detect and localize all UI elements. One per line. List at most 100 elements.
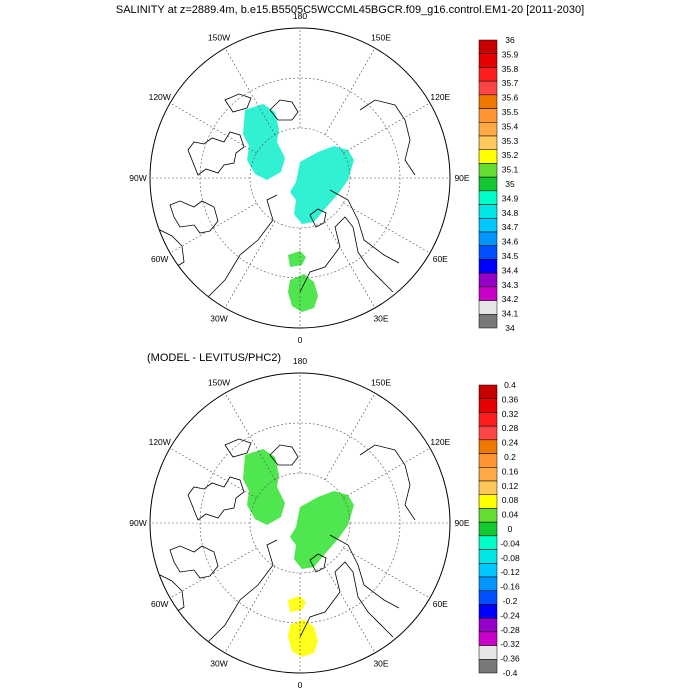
longitude-label: 120E bbox=[430, 92, 450, 102]
coastline bbox=[359, 444, 416, 521]
meridian-line bbox=[324, 47, 376, 135]
colorbar-label: 35.8 bbox=[502, 64, 519, 74]
colorbar-swatch bbox=[478, 300, 498, 315]
colorbar-swatch bbox=[478, 39, 498, 54]
coastline bbox=[169, 545, 219, 579]
meridian-line bbox=[224, 47, 276, 135]
colorbar-label: 35.9 bbox=[502, 49, 519, 59]
colorbar-swatch bbox=[478, 645, 498, 660]
colorbar-swatch bbox=[478, 190, 498, 205]
colorbar-swatch bbox=[478, 272, 498, 288]
longitude-label: 30W bbox=[210, 313, 227, 323]
coastline bbox=[187, 131, 245, 176]
coastline bbox=[187, 476, 245, 521]
colorbar-swatch bbox=[478, 453, 498, 468]
coastline bbox=[329, 189, 400, 264]
longitude-label: 90W bbox=[129, 173, 146, 183]
colorbar-swatch bbox=[478, 204, 498, 219]
longitude-label: 150E bbox=[371, 33, 391, 43]
colorbar-label: 34.7 bbox=[502, 222, 519, 232]
colorbar-swatch bbox=[478, 163, 498, 178]
meridian-line bbox=[343, 202, 431, 254]
longitude-label: 0 bbox=[298, 335, 303, 345]
colorbar-swatch bbox=[478, 521, 498, 537]
colorbar-label: 34.6 bbox=[502, 237, 519, 247]
coastline bbox=[224, 93, 252, 113]
colorbar-label: -0.12 bbox=[500, 567, 520, 577]
colorbar-swatch bbox=[478, 535, 498, 550]
longitude-label: 60E bbox=[433, 254, 448, 264]
meridian-line bbox=[169, 447, 257, 499]
north-data-patch bbox=[243, 104, 354, 224]
polar-map bbox=[149, 372, 451, 674]
colorbar: 36 35.9 35.8 35.7 35.6 35.5 35.4 35.3 35.2 35.1 35… bbox=[478, 35, 519, 333]
colorbar-swatch bbox=[478, 245, 498, 260]
colorbar: 0.4 0.36 0.32 0.28 0.24 0.2 0.16 0.12 0.08 0.04 0 -… bbox=[478, 380, 520, 678]
colorbar-swatch bbox=[478, 53, 498, 68]
colorbar-swatch bbox=[478, 218, 498, 233]
colorbar-swatch bbox=[478, 231, 498, 246]
colorbar-label: 34.5 bbox=[502, 251, 519, 261]
coastline bbox=[299, 216, 394, 293]
meridian-line bbox=[343, 447, 431, 499]
colorbar-swatch bbox=[478, 67, 498, 82]
coastline bbox=[359, 99, 416, 176]
meridian-line bbox=[169, 547, 257, 599]
colorbar-label: 34.8 bbox=[502, 208, 519, 218]
meridian-line bbox=[324, 566, 376, 654]
colorbar-label: 34 bbox=[505, 323, 515, 333]
longitude-label: 180 bbox=[293, 356, 307, 366]
longitude-label: 30E bbox=[373, 313, 388, 323]
coastline bbox=[224, 438, 252, 458]
meridian-line bbox=[343, 547, 431, 599]
colorbar-swatch bbox=[478, 412, 498, 427]
meridian-line bbox=[224, 566, 276, 654]
colorbar-swatch bbox=[478, 94, 498, 109]
coastline bbox=[204, 194, 278, 301]
coastline bbox=[329, 534, 400, 609]
colorbar-label: 0.28 bbox=[502, 423, 519, 433]
longitude-label: 30W bbox=[210, 658, 227, 668]
colorbar-swatch bbox=[478, 439, 498, 454]
figure-title: SALINITY at z=2889.4m, b.e15.B5505C5WCCM… bbox=[115, 4, 585, 16]
colorbar-swatch bbox=[478, 80, 498, 96]
colorbar-label: 0.08 bbox=[502, 495, 519, 505]
difference-map-panel: 180 150E 120E 90E 60E 30E 0 30W 60W 90W 120W 150W 0… bbox=[129, 356, 520, 690]
colorbar-label: 35.5 bbox=[502, 107, 519, 117]
longitude-labels: 180 150E 120E 90E 60E 30E 0 30W 60W 90W 120W 150W bbox=[129, 356, 470, 690]
colorbar-label: -0.36 bbox=[500, 654, 520, 664]
longitude-label: 120W bbox=[149, 437, 171, 447]
longitude-label: 150W bbox=[208, 33, 230, 43]
colorbar-label: 35.7 bbox=[502, 78, 519, 88]
colorbar-swatch bbox=[478, 508, 498, 523]
colorbar-label: 0.2 bbox=[504, 452, 516, 462]
colorbar-swatch bbox=[478, 467, 498, 482]
colorbar-label: 34.3 bbox=[502, 280, 519, 290]
coastline bbox=[204, 539, 278, 646]
longitude-label: 60W bbox=[151, 254, 168, 264]
north-data-patch bbox=[243, 449, 354, 569]
meridian-line bbox=[224, 392, 276, 480]
colorbar-swatch bbox=[478, 631, 498, 646]
colorbar-label: 34.9 bbox=[502, 193, 519, 203]
edge-data-patch bbox=[172, 613, 217, 657]
colorbar-label: 0.32 bbox=[502, 409, 519, 419]
colorbar-swatch bbox=[478, 122, 498, 137]
colorbar-label: 0.4 bbox=[504, 380, 516, 390]
longitude-label: 150E bbox=[371, 378, 391, 388]
colorbar-swatch bbox=[478, 176, 498, 192]
colorbar-label: -0.32 bbox=[500, 639, 520, 649]
difference-subtitle: (MODEL - LEVITUS/PHC2) bbox=[147, 352, 282, 364]
colorbar-swatch bbox=[478, 617, 498, 633]
edge-data-patch bbox=[172, 268, 217, 312]
meridian-line bbox=[169, 202, 257, 254]
colorbar-swatch bbox=[478, 549, 498, 564]
coastline bbox=[269, 444, 299, 466]
colorbar-label: 0.04 bbox=[502, 510, 519, 520]
meridian-line bbox=[343, 102, 431, 154]
colorbar-swatch bbox=[478, 108, 498, 123]
colorbar-label: 35.2 bbox=[502, 150, 519, 160]
longitude-label: 180 bbox=[293, 11, 307, 21]
colorbar-swatch bbox=[478, 384, 498, 399]
colorbar-label: 0.16 bbox=[502, 466, 519, 476]
